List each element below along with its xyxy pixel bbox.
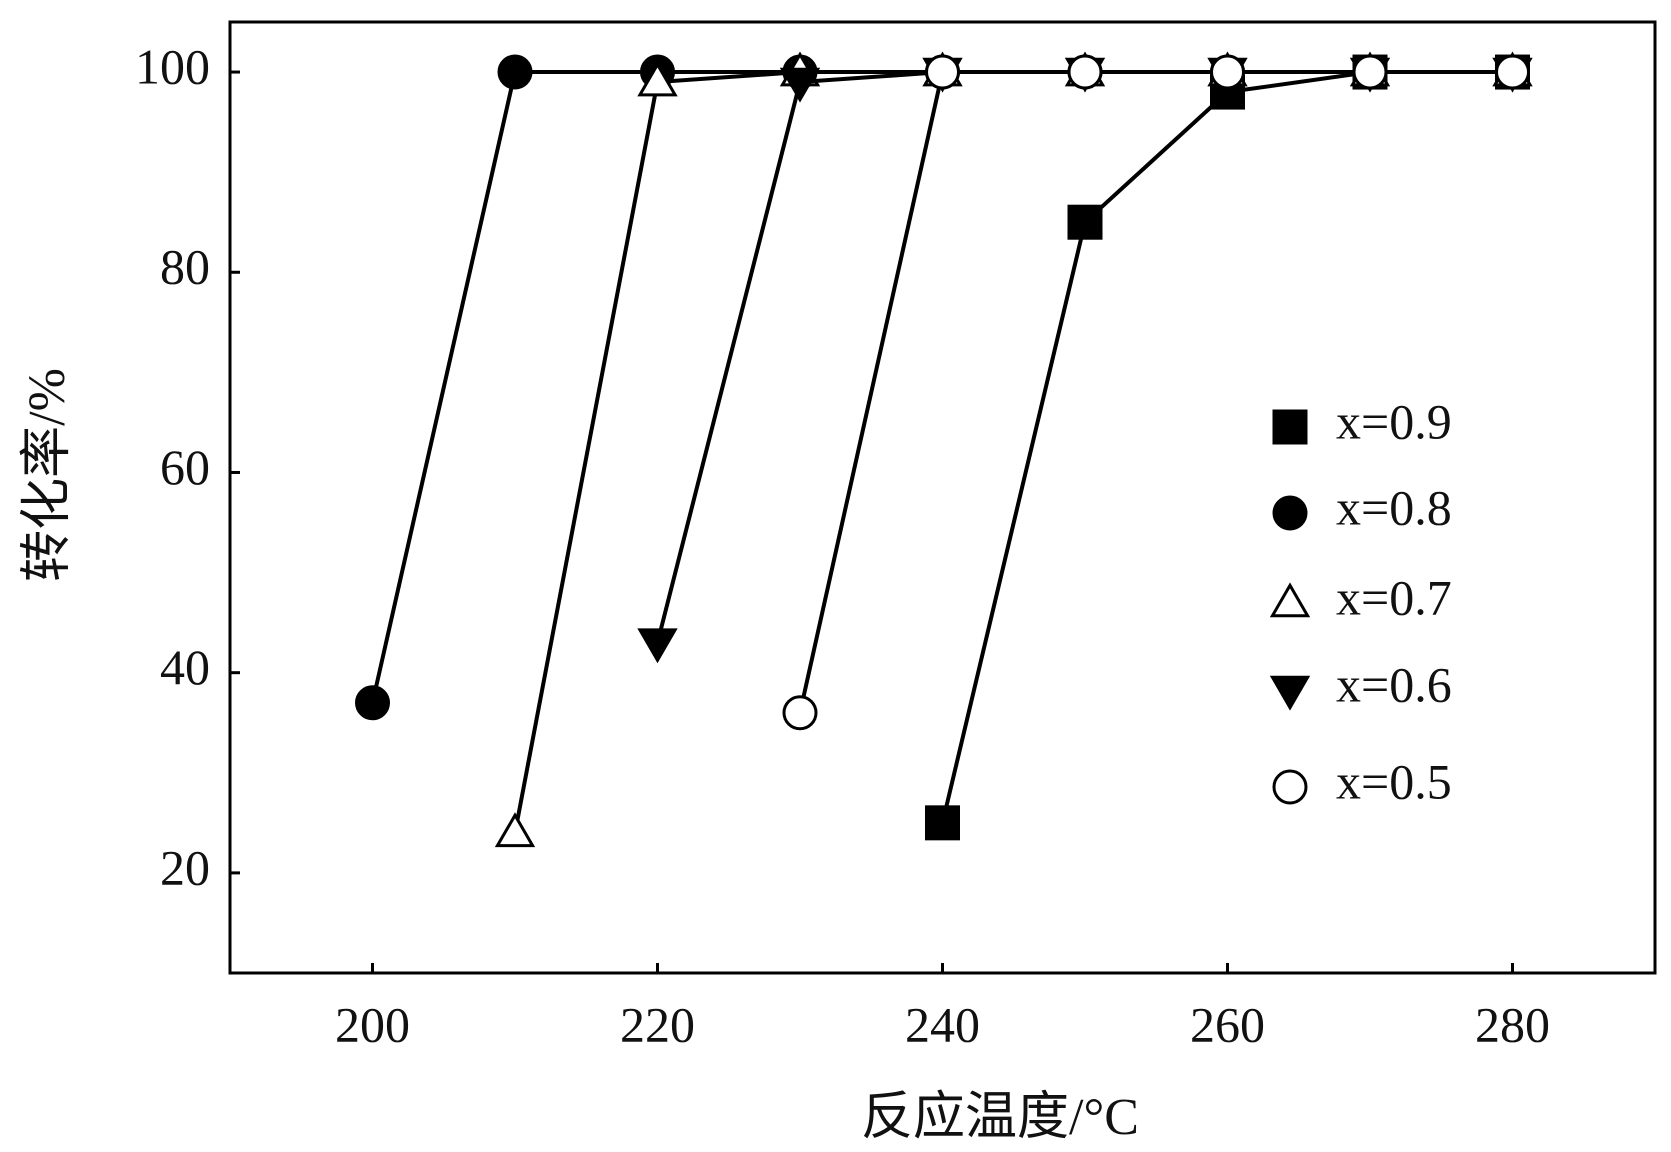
- legend-label: x=0.7: [1336, 569, 1452, 625]
- marker: [497, 54, 533, 90]
- legend-marker: [1269, 582, 1311, 618]
- legend-marker: [1272, 769, 1308, 805]
- marker: [925, 805, 960, 841]
- y-axis-title: 转化率/%: [19, 368, 76, 582]
- legend-label: x=0.8: [1336, 479, 1452, 535]
- y-tick-label: 100: [135, 39, 210, 95]
- x-tick-label: 200: [335, 996, 410, 1052]
- series-line: [655, 70, 1513, 644]
- x-tick-label: 260: [1190, 996, 1265, 1052]
- y-tick-label: 40: [160, 639, 210, 695]
- marker: [779, 67, 821, 103]
- legend-label: x=0.9: [1336, 393, 1452, 449]
- marker: [637, 628, 678, 664]
- series-line: [798, 70, 1513, 714]
- x-axis-title: 反应温度/°C: [861, 1089, 1139, 1146]
- marker: [1067, 204, 1103, 240]
- legend-label: x=0.5: [1336, 753, 1452, 809]
- marker: [1495, 54, 1530, 90]
- legend-marker: [1272, 495, 1308, 531]
- marker: [637, 61, 678, 97]
- legend-marker: [1272, 409, 1308, 445]
- x-tick-label: 220: [620, 996, 695, 1052]
- legend-label: x=0.6: [1336, 656, 1452, 712]
- marker: [925, 54, 960, 90]
- x-tick-label: 280: [1475, 996, 1550, 1052]
- marker: [355, 685, 390, 721]
- y-tick-label: 20: [160, 839, 210, 895]
- marker: [494, 812, 536, 848]
- marker: [782, 695, 818, 731]
- marker: [1067, 54, 1103, 90]
- marker: [1352, 54, 1388, 90]
- series-line: [513, 70, 1513, 834]
- y-tick-label: 80: [160, 239, 210, 295]
- legend-marker: [1269, 675, 1311, 711]
- marker: [1210, 54, 1245, 90]
- y-tick-label: 60: [160, 439, 210, 495]
- x-tick-label: 240: [905, 996, 980, 1052]
